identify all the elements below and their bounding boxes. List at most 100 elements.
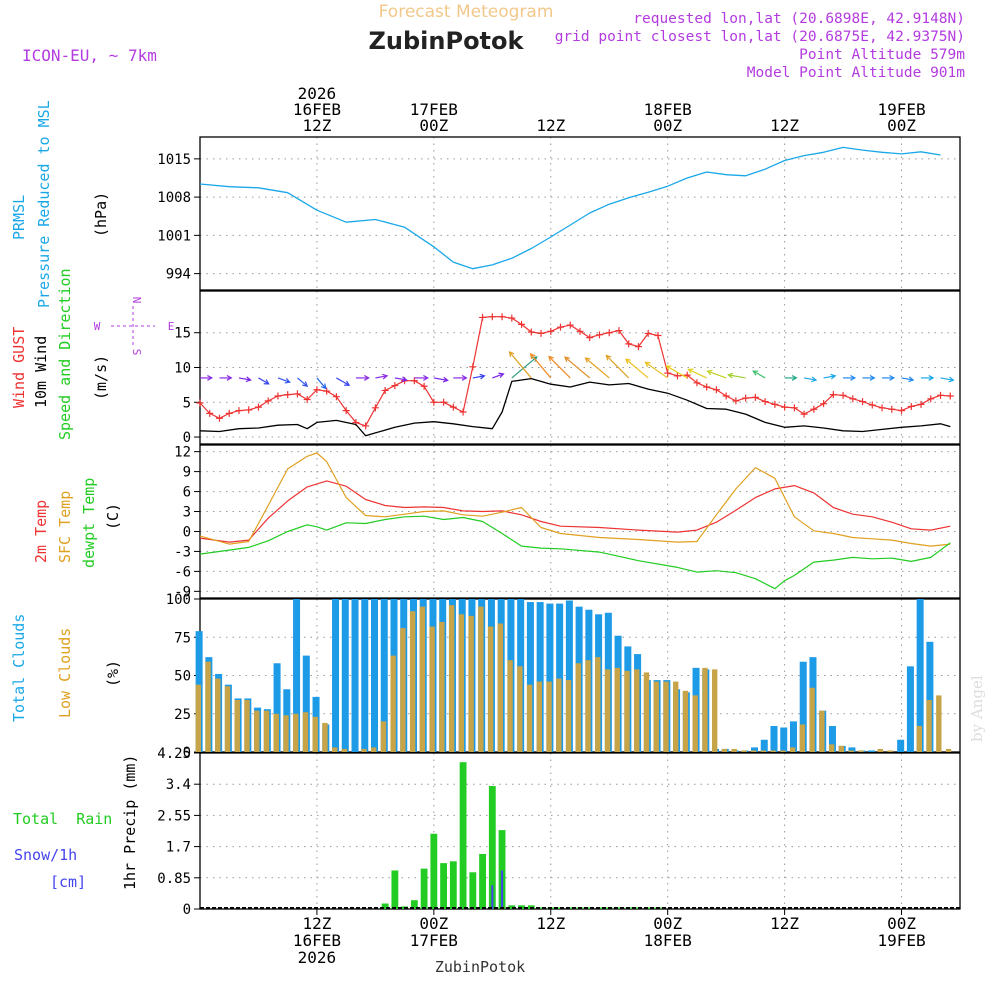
- compass-w: W: [94, 320, 101, 333]
- time-label-bottom: 17FEB: [410, 931, 458, 950]
- low-cloud-bar: [643, 672, 650, 752]
- wind-arrow-shaft: [238, 377, 251, 381]
- wind-arrow: [277, 377, 291, 384]
- rain-bar: [586, 907, 594, 909]
- panel-frame: [199, 290, 961, 445]
- gust-point: [732, 397, 740, 405]
- low-cloud-bar: [575, 663, 581, 752]
- gust-point: [712, 386, 720, 394]
- low-cloud-bar: [614, 667, 620, 752]
- rain-bar: [498, 830, 506, 909]
- total-cloud-bar: [380, 599, 388, 752]
- low-cloud-bar: [361, 748, 367, 752]
- gust-point: [430, 398, 438, 406]
- wind-arrow: [316, 377, 327, 390]
- gust-point: [245, 406, 253, 414]
- precip-labels: Total Rain Snow/1h [cm] 1hr Precip (mm): [13, 755, 139, 891]
- time-label-bottom: 12Z: [302, 914, 331, 933]
- wind-arrow-shaft: [728, 374, 746, 379]
- low-cloud-bar: [195, 684, 201, 752]
- wind-arrow-head: [479, 373, 486, 380]
- wind-arrow-head: [830, 373, 837, 380]
- total-cloud-bar: [273, 663, 281, 752]
- gust-point: [937, 391, 945, 399]
- low-cloud-bar: [721, 748, 728, 752]
- rain-bar: [644, 907, 652, 909]
- wind-arrow-shaft: [394, 377, 407, 381]
- low-cloud-bar: [439, 621, 445, 752]
- gust-point: [829, 391, 837, 399]
- total-cloud-bar: [916, 599, 924, 752]
- gust-point: [868, 401, 876, 409]
- rain-bar: [615, 907, 623, 909]
- wind-arrow: [453, 375, 468, 381]
- gust-point: [605, 329, 613, 337]
- wind-arrow-head: [706, 369, 713, 376]
- total-cloud-bar: [565, 600, 573, 752]
- low-cloud-bar: [419, 606, 426, 752]
- gust-point: [849, 395, 857, 403]
- wind-arrow-head: [727, 372, 734, 379]
- y-tick-label: 994: [166, 267, 191, 283]
- low-cloud-bar: [809, 687, 815, 752]
- wind-arrow-shaft: [940, 377, 954, 381]
- wind-arrow: [784, 375, 798, 381]
- low-cloud-bar: [322, 722, 328, 752]
- y-tick-label: -3: [174, 544, 191, 560]
- wind-arrow-head: [869, 375, 876, 381]
- low-cloud-bar: [429, 626, 435, 752]
- wind-arrow-head: [584, 357, 591, 363]
- temperature-unit: (C): [104, 503, 122, 530]
- wind-arrow-head: [302, 381, 309, 387]
- snow-bar: [491, 885, 494, 909]
- low-cloud-bar: [692, 695, 698, 752]
- gust-point: [449, 403, 457, 411]
- low-cloud-bar: [799, 724, 806, 752]
- wind-arrow-shaft: [548, 356, 571, 379]
- snow-bar: [501, 870, 504, 909]
- wind-arrow: [665, 365, 688, 379]
- wind-arrow-shaft: [585, 357, 610, 379]
- pressure-line: [199, 146, 941, 270]
- chart-title: ZubinPotok: [369, 27, 525, 55]
- rain-bar: [469, 872, 477, 909]
- low-cloud-bar: [838, 745, 845, 752]
- gust-point: [878, 404, 886, 412]
- precip-unit: 1hr Precip (mm): [121, 755, 139, 890]
- gust-point: [703, 383, 711, 391]
- wind-arrow-head: [548, 355, 554, 362]
- gust-point: [625, 340, 633, 348]
- time-label-top: 17FEB: [410, 100, 458, 119]
- pressure-labels: PRMSL Pressure Reduced to MSL (hPa): [10, 100, 110, 308]
- rain-bar: [479, 853, 486, 909]
- gust-point: [420, 382, 428, 390]
- low-cloud-bar: [507, 660, 513, 752]
- low-cloud-bar: [390, 655, 396, 752]
- gust-point: [654, 332, 662, 340]
- low-cloud-bar: [760, 750, 767, 752]
- gust-point: [800, 410, 808, 418]
- rain-bar: [440, 863, 447, 909]
- wind-arrow-shaft: [564, 356, 591, 379]
- y-tick-label: 10: [174, 361, 191, 377]
- gust-point: [790, 404, 798, 412]
- low-cloud-bar: [848, 750, 854, 752]
- y-tick-label: 0.85: [157, 871, 191, 887]
- wind-arrow-head: [752, 370, 759, 376]
- footer-location: ZubinPotok: [435, 958, 525, 976]
- low-cloud-bar: [634, 669, 640, 752]
- total-cloud-bar: [556, 603, 564, 752]
- total-cloud-bar: [293, 599, 301, 752]
- low-cloud-bar: [234, 699, 240, 752]
- gust-point: [313, 386, 321, 394]
- gust-point: [196, 399, 204, 407]
- low-cloud-bar: [945, 748, 952, 752]
- gust-point: [781, 403, 789, 411]
- axes-group: 994100110081015051015-9-6-30369120255075…: [157, 84, 961, 967]
- rain-bar: [459, 762, 467, 909]
- gust-point: [215, 414, 223, 422]
- gust-point: [693, 379, 701, 387]
- time-label-bottom: 00Z: [419, 914, 448, 933]
- y-tick-label: 75: [174, 630, 191, 646]
- low-cloud-bar: [877, 748, 884, 752]
